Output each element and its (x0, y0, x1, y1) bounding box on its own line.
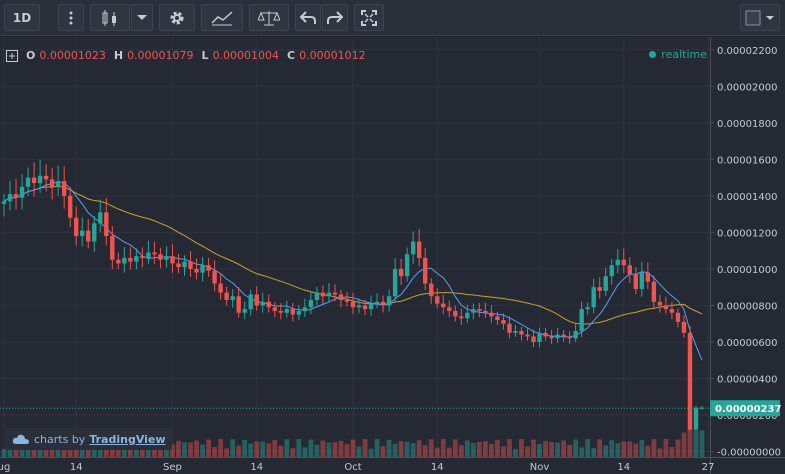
chevron-down-icon (766, 15, 774, 20)
gear-icon (170, 11, 184, 24)
fullscreen-button[interactable] (354, 4, 384, 31)
chevron-down-icon (137, 14, 147, 20)
cloud-icon (12, 434, 30, 444)
undo-icon (300, 10, 316, 24)
interval-button[interactable]: 1D (4, 4, 40, 31)
indicators-button[interactable] (201, 4, 243, 31)
watermark-prefix: charts by (34, 432, 86, 446)
open-value: 0.00001023 (39, 49, 106, 62)
more-vert-glyph (69, 11, 73, 24)
undo-button[interactable] (295, 4, 321, 31)
high-label: H (113, 49, 124, 62)
high-value: 0.00001079 (127, 49, 194, 62)
realtime-label: realtime (661, 48, 707, 61)
indicators-icon (211, 10, 233, 25)
low-label: L (201, 49, 209, 62)
settings-button[interactable] (159, 4, 195, 31)
chart-toolbar: 1D (0, 0, 785, 36)
redo-icon (327, 10, 343, 24)
ohlc-legend: O 0.00001023 H 0.00001079 L 0.00001004 C 0.0… (6, 49, 366, 62)
low-value: 0.00001004 (212, 49, 280, 62)
redo-button[interactable] (322, 4, 348, 31)
close-value: 0.00001012 (299, 49, 366, 62)
axis-corner (710, 457, 785, 474)
realtime-indicator: realtime (649, 48, 707, 61)
close-label: C (287, 49, 296, 62)
price-axis[interactable] (710, 37, 785, 457)
open-label: O (26, 49, 36, 62)
interval-label: 1D (12, 10, 32, 25)
chart-pane[interactable] (0, 37, 710, 457)
chart-style-button[interactable] (90, 4, 130, 31)
realtime-dot-icon (649, 51, 657, 58)
compare-icon (258, 10, 280, 25)
color-square-icon (745, 10, 774, 25)
fullscreen-icon (361, 9, 377, 26)
more-vert-icon[interactable] (58, 4, 84, 31)
candles-icon (102, 9, 116, 26)
tradingview-watermark[interactable]: charts by TradingView (6, 428, 172, 450)
compare-button[interactable] (249, 4, 289, 31)
chart-style-dropdown[interactable] (131, 4, 153, 31)
color-theme-button[interactable] (740, 4, 780, 31)
watermark-brand[interactable]: TradingView (89, 432, 166, 446)
time-axis[interactable] (0, 457, 710, 474)
plus-square-icon[interactable] (6, 49, 18, 62)
